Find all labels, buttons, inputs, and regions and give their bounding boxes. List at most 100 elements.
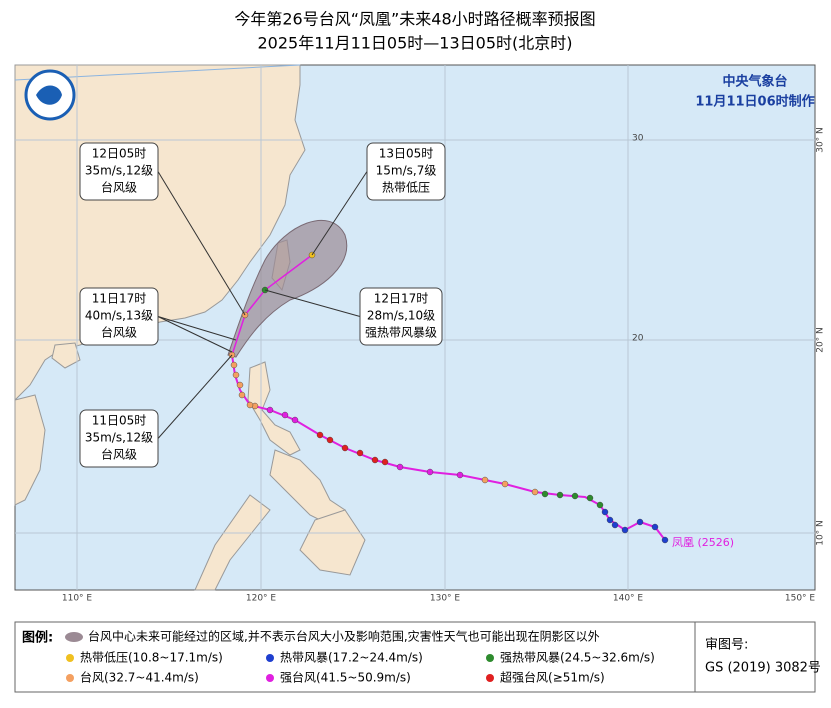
callout-text: 11日05时: [92, 414, 147, 428]
track-point: [531, 488, 539, 496]
track-point: [611, 521, 619, 529]
callout-box: [79, 287, 159, 346]
track-point: [621, 526, 629, 534]
lat-label-right: 20° N: [816, 327, 826, 353]
probability-cone: [227, 219, 348, 358]
callout-text: 台风级: [101, 180, 137, 195]
track-point: [426, 468, 434, 476]
track-point: [396, 463, 404, 471]
legend-dot: [486, 654, 494, 662]
callout-leader: [157, 316, 233, 353]
legend-dot: [66, 654, 74, 662]
review-label: 审图号:: [705, 638, 748, 653]
legend: 图例: 台风中心未来可能经过的区域,并不表示台风大小及影响范围,灾害性天气也可能…: [14, 621, 821, 693]
legend-cone-swatch: [65, 632, 83, 642]
track-point: [341, 444, 349, 452]
lat-label-right: 30° N: [816, 127, 826, 153]
track-point: [381, 458, 389, 466]
callout-box: [79, 142, 159, 201]
track-point: [236, 381, 244, 389]
callout-text: 强热带风暴级: [365, 326, 437, 340]
lon-label: 120° E: [246, 594, 277, 604]
legend-title: 图例:: [22, 630, 53, 646]
callout-text: 40m/s,13级: [85, 309, 153, 323]
track-point: [232, 371, 240, 379]
callout-text: 35m/s,12级: [85, 431, 153, 445]
logo-mark: [36, 85, 62, 105]
track-point: [238, 391, 246, 399]
legend-label: 热带低压(10.8~17.1m/s): [80, 651, 223, 665]
subtitle: 2025年11月11日05时—13日05时(北京时): [257, 34, 572, 53]
review-number: GS (2019) 3082号: [705, 661, 821, 676]
callout-leader: [157, 171, 246, 316]
legend-cone: 台风中心未来可能经过的区域,并不表示台风大小及影响范围,灾害性天气也可能出现在阴…: [88, 629, 600, 644]
callout-text: 35m/s,12级: [85, 164, 153, 178]
callout-leader: [264, 289, 361, 317]
lat-label: 20: [632, 334, 644, 344]
track-point: [501, 480, 509, 488]
callout-box: [366, 142, 446, 201]
callout-leader: [311, 171, 368, 256]
forecast-track: [231, 254, 313, 356]
track-point: [371, 456, 379, 464]
lon-label: 110° E: [62, 594, 93, 604]
track-point: [661, 536, 669, 544]
callout-box: [359, 287, 443, 346]
lat-label-right: 10° N: [816, 520, 826, 546]
typhoon-label: 凤凰 (2526): [672, 536, 734, 549]
callout-text: 15m/s,7级: [376, 164, 437, 178]
track-point: [651, 523, 659, 531]
track-point: [596, 501, 604, 509]
issue-time: 11月11日06时制作: [695, 94, 814, 110]
callout-text: 28m/s,10级: [367, 309, 435, 323]
track-point: [571, 492, 579, 500]
legend-box: [14, 621, 816, 693]
track-point: [266, 406, 274, 414]
indochina: [14, 394, 46, 506]
callout-leader: [157, 316, 237, 341]
track-point: [556, 491, 564, 499]
palawan: [194, 494, 271, 591]
title: 今年第26号台风“凤凰”未来48小时路径概率预报图: [234, 10, 595, 29]
track-point: [326, 436, 334, 444]
track-point: [291, 416, 299, 424]
legend-label: 台风(32.7~41.4m/s): [80, 670, 199, 685]
track-point: [606, 516, 614, 524]
callout-text: 台风级: [101, 325, 137, 340]
callout-text: 13日05时: [379, 147, 434, 161]
track-point: [230, 361, 238, 369]
track-point: [356, 449, 364, 457]
agency: 中央气象台: [722, 74, 787, 90]
callout-leader: [157, 354, 233, 439]
track-point: [316, 431, 324, 439]
callout-text: 台风级: [101, 447, 137, 462]
callout-box: [79, 409, 159, 468]
legend-dot: [266, 654, 274, 662]
callout-text: 11日17时: [92, 292, 147, 306]
legend-label: 强台风(41.5~50.9m/s): [280, 670, 411, 685]
legend-label: 热带风暴(17.2~24.4m/s): [280, 651, 423, 665]
track-point: [541, 490, 549, 498]
track-point: [281, 411, 289, 419]
legend-dot: [266, 674, 274, 682]
track-point: [601, 508, 609, 516]
legend-dot: [486, 674, 494, 682]
legend-dot: [66, 674, 74, 682]
track-point: [636, 518, 644, 526]
hainan: [51, 342, 81, 369]
track-point: [586, 494, 594, 502]
track-point: [481, 476, 489, 484]
track-point: [456, 471, 464, 479]
callout-text: 12日17时: [374, 292, 429, 306]
lon-label: 130° E: [430, 594, 461, 604]
callout-text: 热带低压: [382, 181, 430, 195]
legend-label: 强热带风暴(24.5~32.6m/s): [500, 651, 655, 665]
mindanao: [299, 509, 366, 576]
track-point: [246, 401, 254, 409]
lat-label: 30: [632, 134, 644, 144]
legend-label: 超强台风(≥51m/s): [500, 670, 605, 685]
callout-text: 12日05时: [92, 147, 147, 161]
lon-label: 140° E: [613, 594, 644, 604]
lon-label: 150° E: [785, 594, 816, 604]
